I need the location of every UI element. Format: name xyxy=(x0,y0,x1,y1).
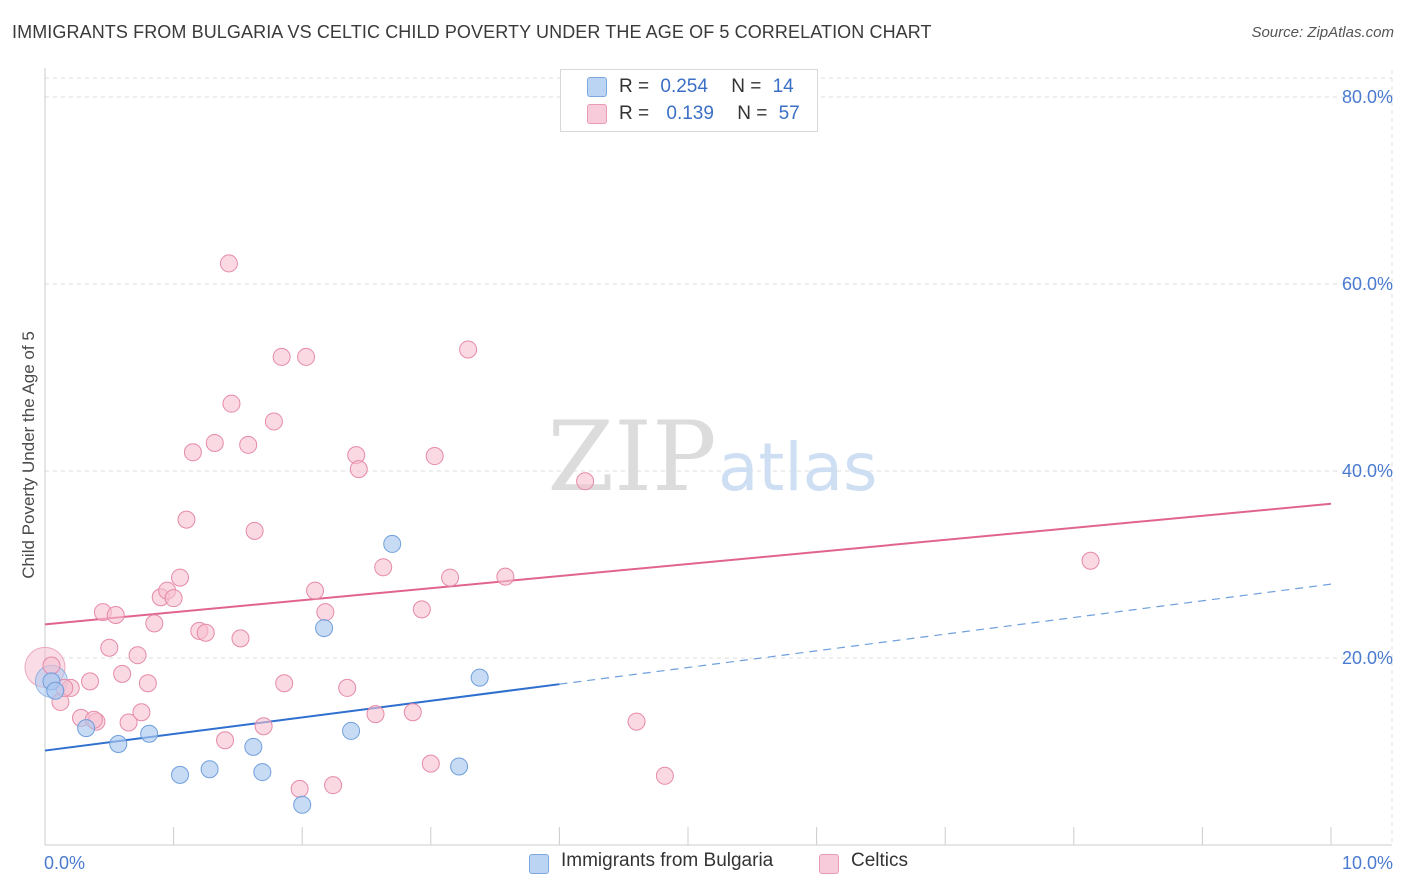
point-celtics xyxy=(441,568,460,587)
point-celtics xyxy=(412,600,431,619)
trend-line-bulgaria xyxy=(44,683,560,752)
legend-swatch-blue xyxy=(587,77,607,97)
point-bulgaria xyxy=(140,724,159,743)
chart-title: IMMIGRANTS FROM BULGARIA VS CELTIC CHILD… xyxy=(12,22,932,42)
y-tick-label: 20.0% xyxy=(1342,648,1393,668)
point-celtics xyxy=(164,589,183,608)
point-bulgaria xyxy=(200,760,219,779)
trend-lines xyxy=(44,502,1332,752)
legend: R = 0.254 N = 14 R = 0.139 N = 57 xyxy=(560,69,818,132)
point-celtics xyxy=(177,510,196,529)
point-celtics xyxy=(403,703,422,722)
y-tick-label: 60.0% xyxy=(1342,274,1393,294)
point-celtics xyxy=(239,435,258,454)
point-bulgaria xyxy=(77,719,96,738)
point-celtics xyxy=(196,623,215,642)
point-celtics xyxy=(138,674,157,693)
bottom-legend-label-bulgaria: Immigrants from Bulgaria xyxy=(561,850,774,871)
axis-labels: Child Poverty Under the Age of 5 20.0% 40… xyxy=(19,87,1393,873)
point-celtics xyxy=(183,443,202,462)
source-label: Source: ZipAtlas.com xyxy=(1251,24,1394,41)
y-axis-label: Child Poverty Under the Age of 5 xyxy=(19,331,38,579)
legend-r-value: 0.254 xyxy=(660,76,708,97)
point-celtics xyxy=(290,779,309,798)
point-celtics xyxy=(576,472,595,491)
point-bulgaria xyxy=(470,668,489,687)
point-celtics xyxy=(425,447,444,466)
point-celtics xyxy=(306,581,325,600)
point-bulgaria xyxy=(171,765,190,784)
point-celtics xyxy=(119,713,138,732)
point-celtics xyxy=(421,754,440,773)
point-celtics xyxy=(338,678,357,697)
point-bulgaria xyxy=(450,757,469,776)
trend-line-bulgaria-extension xyxy=(559,583,1332,685)
watermark: ZIP atlas xyxy=(547,401,877,513)
legend-r-label: R = xyxy=(619,103,650,124)
point-celtics xyxy=(171,568,190,587)
point-celtics xyxy=(254,717,273,736)
point-celtics xyxy=(272,347,291,366)
point-celtics xyxy=(100,638,119,657)
point-celtics xyxy=(297,347,316,366)
legend-n-label: N = xyxy=(737,103,768,124)
point-celtics xyxy=(245,521,264,540)
point-celtics xyxy=(316,603,335,622)
legend-r-value: 0.139 xyxy=(666,103,714,124)
point-bulgaria xyxy=(293,795,312,814)
point-celtics xyxy=(627,712,646,731)
watermark-atlas: atlas xyxy=(718,429,878,506)
axes xyxy=(44,68,1392,846)
point-bulgaria xyxy=(383,534,402,553)
bottom-legend-swatch-pink xyxy=(819,854,839,874)
point-celtics xyxy=(655,766,674,785)
y-tick-label: 40.0% xyxy=(1342,461,1393,481)
point-celtics xyxy=(459,340,478,359)
legend-n-label: N = xyxy=(731,76,762,97)
point-bulgaria xyxy=(109,735,128,754)
y-tick-label: 80.0% xyxy=(1342,87,1393,107)
point-celtics xyxy=(113,664,132,683)
point-celtics xyxy=(145,614,164,633)
point-celtics xyxy=(496,567,515,586)
x-tick-label-min: 0.0% xyxy=(44,853,85,873)
point-celtics xyxy=(205,433,224,452)
gridlines xyxy=(45,70,1393,845)
point-bulgaria xyxy=(315,619,334,638)
point-celtics xyxy=(216,731,235,750)
trend-line-celtics xyxy=(44,502,1332,626)
point-bulgaria xyxy=(46,681,65,700)
bottom-legend-label-celtics: Celtics xyxy=(851,850,909,871)
point-celtics xyxy=(366,705,385,724)
point-celtics xyxy=(374,558,393,577)
point-celtics xyxy=(275,674,294,693)
point-celtics xyxy=(128,646,147,665)
point-celtics xyxy=(231,629,250,648)
legend-n-value: 57 xyxy=(778,103,800,124)
point-bulgaria xyxy=(253,763,272,782)
point-bulgaria xyxy=(244,737,263,756)
legend-swatch-pink xyxy=(587,104,607,124)
point-celtics xyxy=(81,672,100,691)
point-celtics xyxy=(132,703,151,722)
bottom-legend-swatch-blue xyxy=(529,854,549,874)
legend-n-value: 14 xyxy=(772,76,794,97)
point-celtics xyxy=(1081,551,1100,570)
point-celtics xyxy=(324,776,343,795)
point-celtics xyxy=(264,412,283,431)
legend-r-label: R = xyxy=(619,76,650,97)
data-points xyxy=(24,254,1100,814)
watermark-zip: ZIP xyxy=(547,401,716,513)
point-celtics xyxy=(222,394,241,413)
point-celtics xyxy=(106,605,125,624)
point-celtics xyxy=(349,460,368,479)
point-bulgaria xyxy=(342,721,361,740)
point-celtics xyxy=(42,656,61,675)
point-celtics xyxy=(219,254,238,273)
x-tick-label-max: 10.0% xyxy=(1342,853,1393,873)
